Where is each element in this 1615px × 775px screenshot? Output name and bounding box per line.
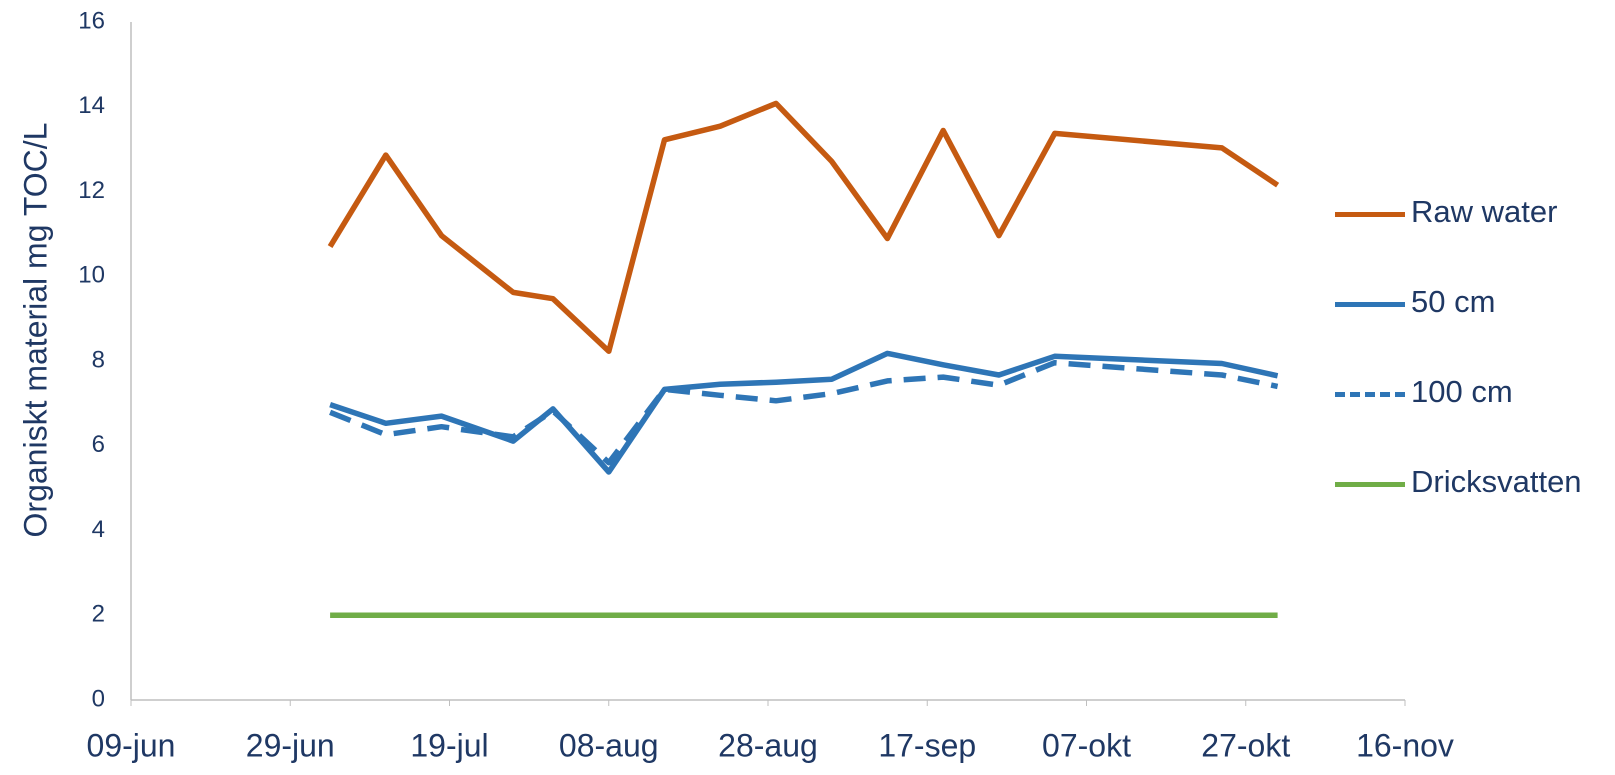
legend-swatch bbox=[1335, 482, 1405, 487]
y-tick-label: 6 bbox=[92, 431, 105, 458]
legend-label: 50 cm bbox=[1411, 284, 1496, 319]
legend-swatch bbox=[1335, 212, 1405, 217]
y-tick-label: 10 bbox=[78, 262, 105, 289]
series-line bbox=[329, 350, 1279, 475]
y-axis-title: Organiskt material mg TOC/L bbox=[17, 123, 53, 538]
x-tick-label: 19-jul bbox=[410, 727, 488, 763]
x-tick-label: 09-jun bbox=[87, 727, 176, 763]
y-tick-label: 14 bbox=[78, 92, 105, 119]
y-tick-label: 2 bbox=[92, 601, 105, 628]
x-tick-label: 27-okt bbox=[1201, 727, 1290, 763]
legend-swatch bbox=[1335, 302, 1405, 307]
y-tick-label: 4 bbox=[92, 516, 105, 543]
x-tick-label: 16-nov bbox=[1356, 727, 1454, 763]
legend: Raw water 50 cm 100 cm Dricksvatten bbox=[1335, 185, 1605, 545]
legend-item: Dricksvatten bbox=[1335, 455, 1605, 545]
x-tick-label: 29-jun bbox=[246, 727, 335, 763]
legend-label: Raw water bbox=[1411, 194, 1558, 229]
legend-item: Raw water bbox=[1335, 185, 1605, 275]
y-tick-label: 8 bbox=[92, 346, 105, 373]
series-line bbox=[327, 100, 1280, 355]
y-tick-label: 16 bbox=[78, 7, 105, 34]
legend-label: Dricksvatten bbox=[1411, 464, 1582, 499]
x-tick-label: 28-aug bbox=[718, 727, 818, 763]
legend-swatch bbox=[1335, 392, 1405, 397]
x-tick-label: 17-sep bbox=[878, 727, 976, 763]
y-tick-label: 0 bbox=[92, 685, 105, 712]
legend-label: 100 cm bbox=[1411, 374, 1513, 409]
x-tick-label: 07-okt bbox=[1042, 727, 1131, 763]
legend-item: 100 cm bbox=[1335, 365, 1605, 455]
y-tick-label: 12 bbox=[78, 177, 105, 204]
series-line bbox=[329, 359, 1279, 466]
x-tick-label: 08-aug bbox=[559, 727, 659, 763]
legend-item: 50 cm bbox=[1335, 275, 1605, 365]
